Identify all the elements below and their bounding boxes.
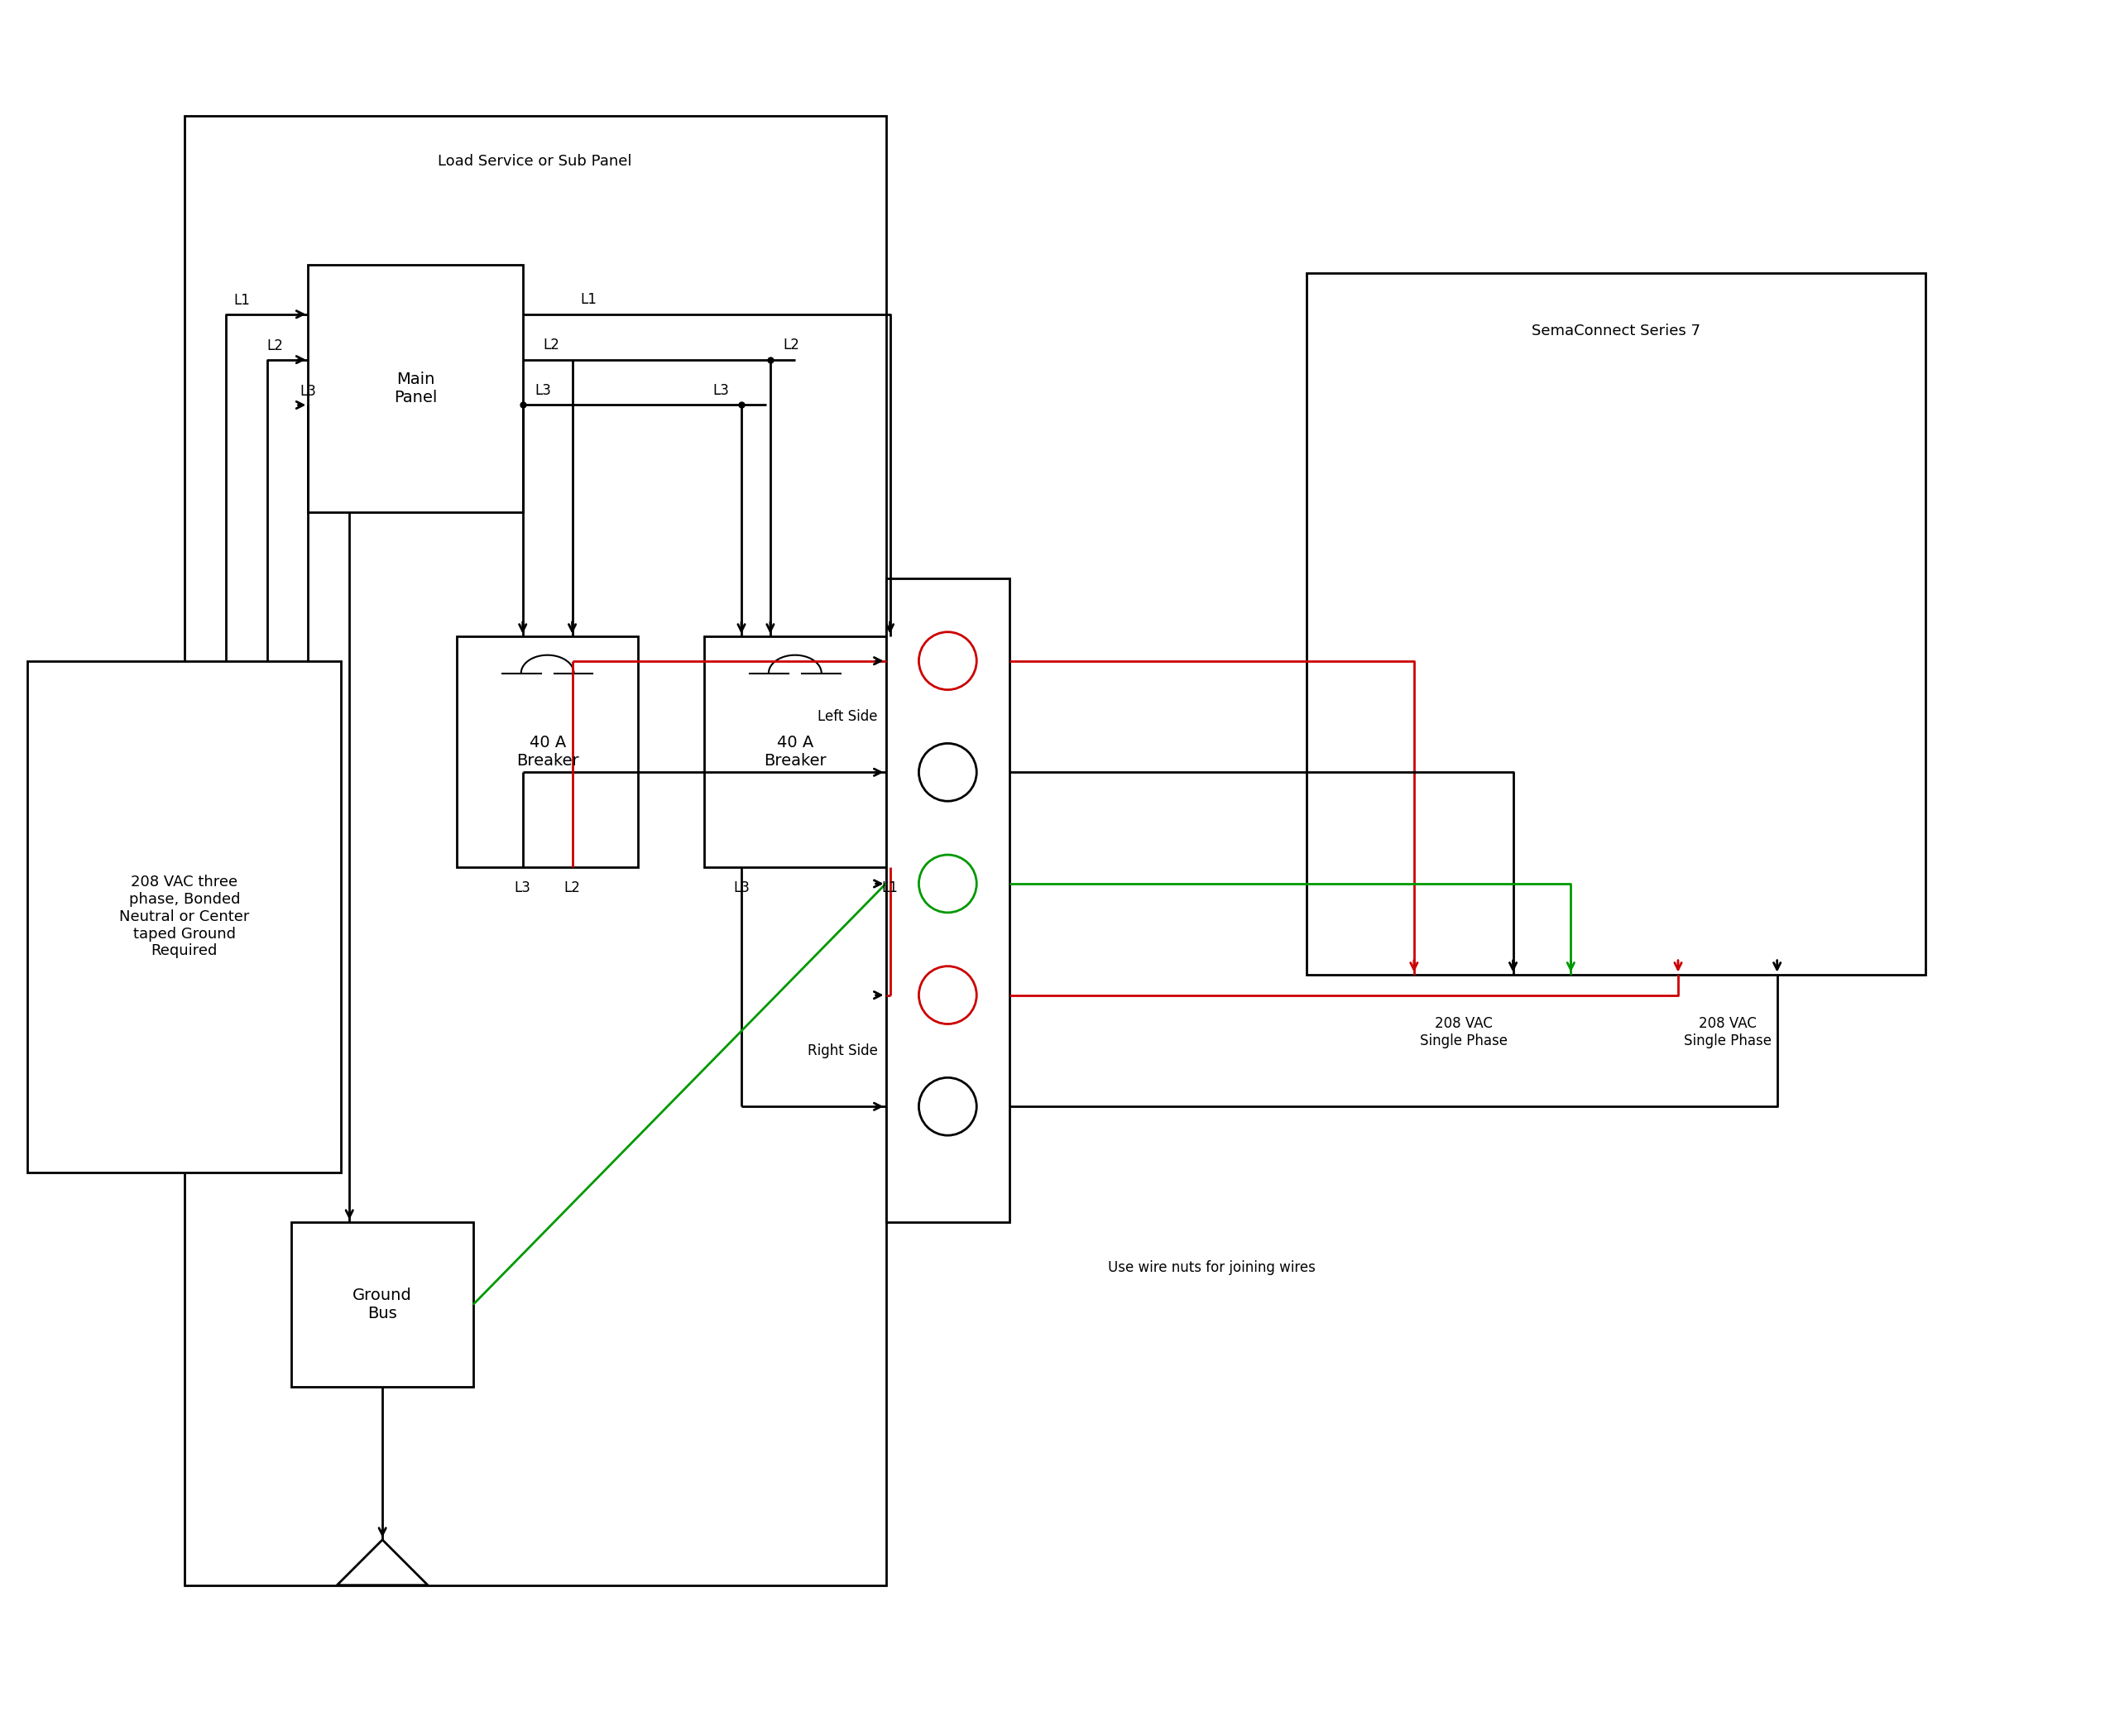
Text: 208 VAC
Single Phase: 208 VAC Single Phase (1420, 1016, 1507, 1049)
Text: L3: L3 (713, 382, 728, 398)
Circle shape (918, 632, 977, 689)
Text: 208 VAC
Single Phase: 208 VAC Single Phase (1684, 1016, 1772, 1049)
Text: 40 A
Breaker: 40 A Breaker (764, 734, 827, 769)
Text: Load Service or Sub Panel: Load Service or Sub Panel (439, 155, 633, 168)
Bar (27, 661, 342, 1172)
Bar (705, 635, 886, 868)
Bar (184, 116, 886, 1585)
Text: L3: L3 (536, 382, 551, 398)
Text: L1: L1 (234, 293, 251, 307)
Circle shape (918, 854, 977, 913)
Text: L2: L2 (266, 339, 283, 352)
Text: L2: L2 (563, 880, 580, 896)
Bar (886, 578, 1009, 1222)
Text: L1: L1 (580, 292, 597, 307)
Text: L3: L3 (732, 880, 749, 896)
Text: Main
Panel: Main Panel (395, 372, 437, 406)
Bar (456, 635, 637, 868)
Text: Use wire nuts for joining wires: Use wire nuts for joining wires (1108, 1260, 1317, 1274)
Circle shape (918, 1078, 977, 1135)
Text: L1: L1 (882, 880, 899, 896)
Text: 40 A
Breaker: 40 A Breaker (517, 734, 578, 769)
Bar (308, 264, 523, 512)
Circle shape (918, 743, 977, 800)
Text: Ground
Bus: Ground Bus (352, 1288, 411, 1321)
Bar (291, 1222, 473, 1387)
Text: 208 VAC three
phase, Bonded
Neutral or Center
taped Ground
Required: 208 VAC three phase, Bonded Neutral or C… (120, 875, 249, 958)
Text: L2: L2 (544, 337, 559, 352)
Text: SemaConnect Series 7: SemaConnect Series 7 (1532, 323, 1701, 339)
Text: Right Side: Right Side (808, 1043, 878, 1059)
Text: Left Side: Left Side (817, 708, 878, 724)
Text: L3: L3 (515, 880, 532, 896)
Text: L3: L3 (300, 384, 316, 399)
Circle shape (918, 967, 977, 1024)
Text: L2: L2 (783, 337, 800, 352)
Bar (1306, 273, 1926, 974)
